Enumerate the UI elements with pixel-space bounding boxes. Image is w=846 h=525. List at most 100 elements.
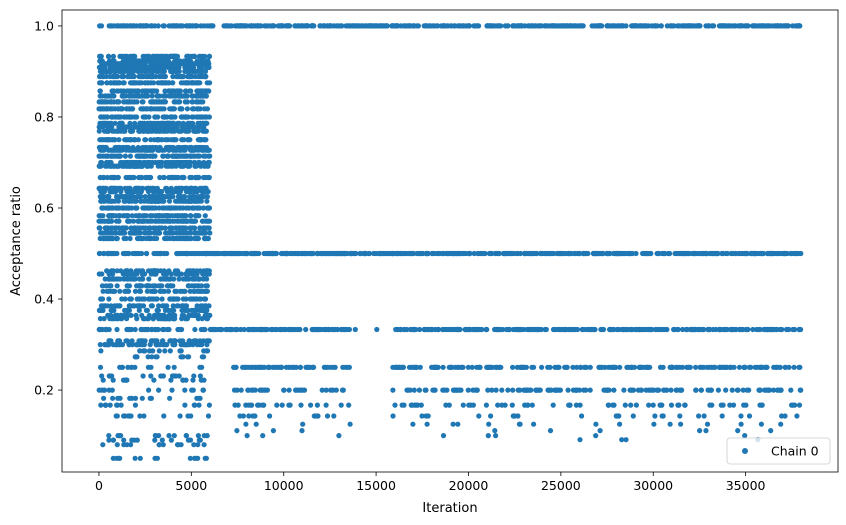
data-point — [451, 387, 457, 393]
data-point — [99, 147, 105, 153]
data-point — [156, 316, 162, 322]
data-point — [125, 64, 131, 70]
data-point — [671, 326, 677, 333]
data-point — [145, 128, 151, 134]
data-point — [156, 348, 162, 354]
data-point — [286, 402, 292, 408]
data-point — [610, 364, 616, 370]
data-point — [168, 437, 174, 443]
data-point — [156, 205, 162, 211]
data-point — [384, 23, 390, 29]
data-point — [189, 99, 195, 105]
data-point — [161, 271, 167, 277]
data-point — [157, 174, 163, 181]
data-point — [495, 402, 501, 408]
data-point — [181, 198, 188, 204]
data-point — [732, 250, 739, 257]
data-point — [172, 93, 178, 99]
data-point — [624, 364, 630, 370]
data-point — [628, 402, 634, 408]
data-point — [152, 99, 158, 105]
data-point — [317, 326, 323, 333]
data-point — [191, 235, 198, 242]
data-point — [125, 73, 131, 80]
data-point — [138, 326, 144, 333]
data-point — [605, 250, 611, 257]
data-point — [177, 413, 183, 419]
data-point — [142, 23, 148, 29]
data-point — [245, 387, 252, 393]
data-point — [168, 128, 174, 134]
data-point — [693, 23, 700, 29]
data-point — [106, 213, 112, 219]
data-point — [179, 250, 185, 257]
data-point — [97, 316, 103, 322]
data-point — [157, 288, 163, 294]
data-point — [573, 387, 579, 393]
data-point — [196, 153, 203, 159]
data-point — [148, 137, 154, 143]
data-point — [435, 23, 441, 29]
data-point — [496, 250, 502, 257]
data-point — [527, 23, 533, 29]
data-point — [128, 413, 134, 419]
data-point — [455, 364, 461, 370]
data-point — [399, 402, 405, 408]
data-point — [203, 93, 209, 99]
data-point — [124, 53, 130, 60]
data-point — [168, 114, 174, 120]
data-point — [206, 205, 212, 211]
data-point — [206, 53, 213, 60]
data-point — [132, 147, 138, 153]
data-point — [108, 174, 114, 181]
data-point — [194, 271, 200, 277]
data-point — [150, 53, 156, 60]
data-point — [344, 326, 350, 333]
data-point — [492, 364, 498, 370]
data-point — [206, 402, 212, 408]
data-point — [317, 23, 323, 29]
data-point — [152, 437, 158, 443]
data-point — [114, 283, 120, 289]
data-point — [140, 99, 146, 105]
data-point — [272, 326, 278, 333]
data-point — [633, 250, 639, 257]
data-point — [162, 93, 168, 99]
data-point — [192, 163, 199, 169]
data-point — [203, 303, 209, 309]
data-point — [143, 88, 149, 94]
data-point — [97, 88, 103, 94]
data-point — [123, 163, 130, 169]
data-point — [786, 326, 792, 333]
data-point — [201, 147, 207, 153]
data-point — [164, 80, 170, 86]
data-point — [109, 114, 115, 120]
data-point — [154, 93, 160, 99]
data-point — [140, 348, 147, 354]
data-point — [240, 364, 246, 370]
data-point — [111, 68, 117, 74]
data-point — [145, 189, 152, 195]
data-point — [121, 68, 127, 74]
data-point — [574, 364, 580, 370]
data-point — [116, 218, 122, 224]
data-point — [630, 23, 636, 29]
data-point — [469, 326, 475, 333]
data-point — [179, 23, 186, 29]
data-point — [187, 213, 193, 219]
data-point — [179, 354, 185, 360]
data-point — [142, 218, 148, 224]
data-point — [124, 283, 130, 289]
data-point — [138, 194, 144, 200]
data-point — [572, 326, 578, 333]
data-point — [173, 147, 179, 153]
data-point — [191, 194, 197, 200]
data-point — [222, 23, 228, 29]
data-point — [423, 250, 429, 257]
data-point — [115, 153, 121, 159]
data-point — [161, 124, 167, 130]
data-point — [147, 174, 153, 181]
data-point — [253, 250, 259, 257]
data-point — [151, 80, 157, 86]
data-point — [128, 442, 134, 448]
